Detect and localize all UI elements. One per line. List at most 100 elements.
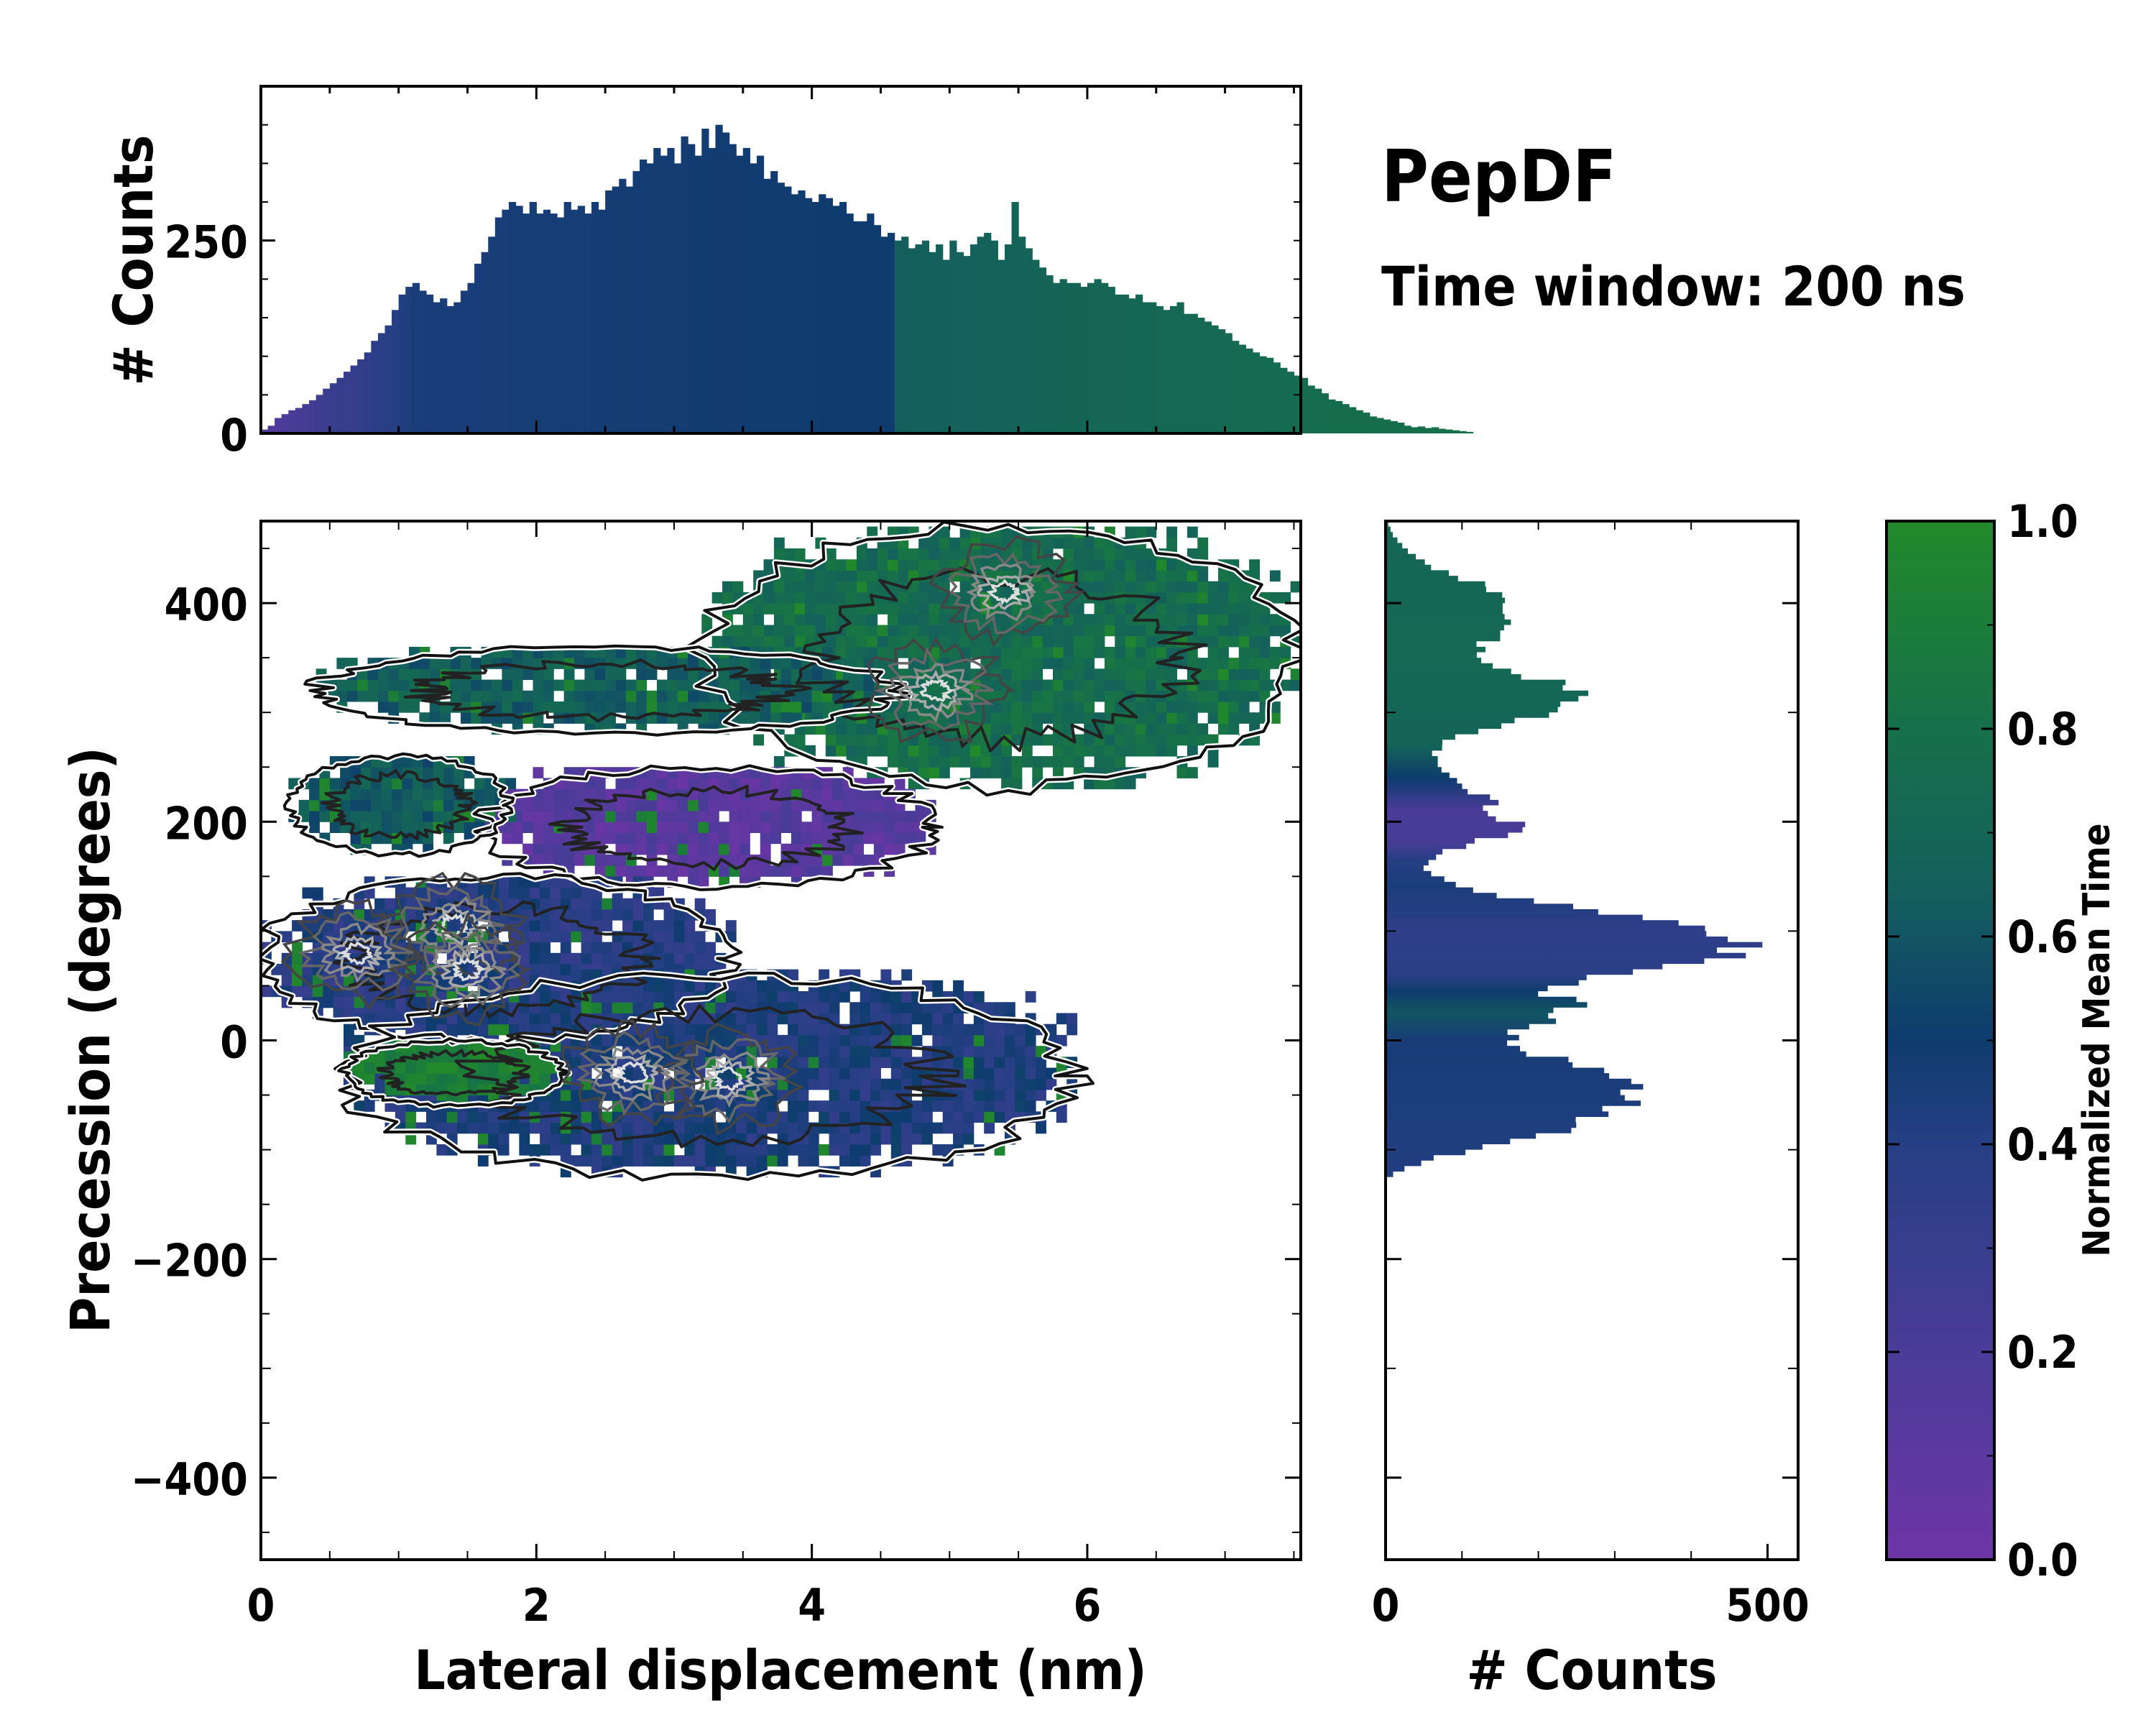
- heatmap-cell: [1218, 603, 1229, 615]
- heatmap-cell: [498, 1062, 510, 1074]
- heatmap-cell: [839, 1133, 850, 1145]
- heatmap-cell: [811, 778, 823, 790]
- heatmap-cell: [563, 668, 575, 681]
- top-histogram-bar: [522, 213, 530, 433]
- heatmap-cell: [794, 734, 806, 746]
- heatmap-cell: [1084, 559, 1095, 571]
- heatmap-cell: [746, 991, 757, 1003]
- heatmap-cell: [1073, 537, 1084, 549]
- heatmap-cell: [1238, 614, 1250, 625]
- heatmap-cell: [894, 811, 906, 822]
- heatmap-cell: [942, 1024, 954, 1036]
- heatmap-cell: [942, 1100, 954, 1112]
- heatmap-cell: [636, 679, 648, 691]
- top-histogram-bar: [1328, 399, 1336, 433]
- heatmap-cell: [646, 778, 658, 790]
- heatmap-cell: [677, 799, 688, 811]
- heatmap-cell: [770, 658, 781, 669]
- heatmap-cell: [918, 625, 930, 637]
- heatmap-cell: [932, 1100, 944, 1112]
- heatmap-cell: [811, 668, 823, 681]
- heatmap-cell: [1011, 690, 1023, 702]
- heatmap-cell: [519, 887, 530, 899]
- heatmap-cell: [522, 668, 534, 681]
- heatmap-cell: [1011, 712, 1023, 724]
- heatmap-cell: [1032, 712, 1044, 724]
- heatmap-cell: [836, 559, 847, 571]
- heatmap-cell: [1073, 548, 1084, 560]
- heatmap-cell: [642, 991, 654, 1003]
- heatmap-cell: [622, 1144, 633, 1156]
- top-histogram-bar: [1142, 302, 1150, 433]
- heatmap-cell: [773, 635, 785, 648]
- top-histogram-bar: [1452, 430, 1460, 433]
- heatmap-cell: [929, 625, 940, 637]
- heatmap-cell: [819, 1034, 830, 1046]
- heatmap-cell: [1249, 635, 1261, 648]
- heatmap-cell: [512, 668, 523, 681]
- top-histogram-bar: [1046, 275, 1054, 433]
- heatmap-cell: [1176, 603, 1188, 615]
- heatmap-cell: [529, 1073, 540, 1085]
- heatmap-cell: [467, 887, 479, 899]
- heatmap-cell: [281, 975, 292, 986]
- top-histogram-bar: [571, 209, 579, 433]
- heatmap-cell: [574, 854, 585, 866]
- heatmap-cell: [657, 658, 668, 669]
- heatmap-cell: [798, 1034, 809, 1046]
- top-histogram-bar: [453, 302, 461, 433]
- heatmap-cell: [736, 1067, 747, 1080]
- heatmap-cell: [1135, 646, 1146, 658]
- heatmap-cell: [1104, 559, 1115, 571]
- heatmap-cell: [443, 799, 454, 811]
- heatmap-cell: [694, 1122, 706, 1134]
- heatmap-cell: [1146, 581, 1157, 593]
- heatmap-cell: [794, 548, 806, 560]
- top-histogram-bar: [1238, 344, 1246, 433]
- heatmap-cell: [508, 1122, 520, 1134]
- heatmap-cell: [488, 1062, 499, 1074]
- heatmap-cell: [1011, 668, 1023, 681]
- heatmap-cell: [708, 799, 719, 811]
- heatmap-cell: [1084, 614, 1095, 625]
- peak-contour: [428, 942, 507, 1000]
- heatmap-cell: [860, 1034, 871, 1046]
- heatmap-cell: [281, 931, 292, 943]
- heatmap-cell: [694, 931, 706, 943]
- heatmap-cell: [750, 712, 761, 724]
- heatmap-cell: [798, 1122, 809, 1134]
- peak-contour: [692, 1051, 771, 1108]
- heatmap-cell: [563, 799, 575, 811]
- peak-contour: [603, 1054, 658, 1092]
- heatmap-cell: [1067, 1024, 1078, 1036]
- heatmap-cell: [625, 679, 637, 691]
- heatmap-cell: [543, 788, 554, 801]
- heatmap-cell: [722, 581, 733, 593]
- heatmap-cell: [412, 811, 423, 822]
- heatmap-cell: [898, 559, 909, 571]
- heatmap-cell: [825, 570, 837, 582]
- heatmap-cell: [622, 1067, 633, 1080]
- heatmap-cell: [302, 985, 313, 998]
- heatmap-cell: [839, 1034, 850, 1046]
- heatmap-cell: [1135, 635, 1146, 648]
- heatmap-cell: [994, 1046, 1005, 1057]
- heatmap-cell: [1094, 668, 1105, 681]
- heatmap-cell: [1084, 701, 1095, 713]
- heatmap-cell: [715, 1144, 727, 1156]
- heatmap-cell: [1156, 570, 1167, 582]
- heatmap-cell: [591, 942, 602, 954]
- heatmap-cell: [519, 1133, 530, 1145]
- heatmap-cell: [402, 788, 413, 801]
- heatmap-cell: [605, 668, 617, 681]
- heatmap-cell: [540, 898, 550, 910]
- heatmap-cell: [533, 843, 544, 855]
- heatmap-cell: [657, 778, 668, 790]
- heatmap-cell: [519, 1122, 530, 1134]
- heatmap-cell: [760, 712, 771, 724]
- heatmap-cell: [839, 1078, 850, 1090]
- heatmap-cell: [488, 898, 499, 910]
- heatmap-cell: [1249, 668, 1261, 681]
- heatmap-cell: [963, 1122, 975, 1134]
